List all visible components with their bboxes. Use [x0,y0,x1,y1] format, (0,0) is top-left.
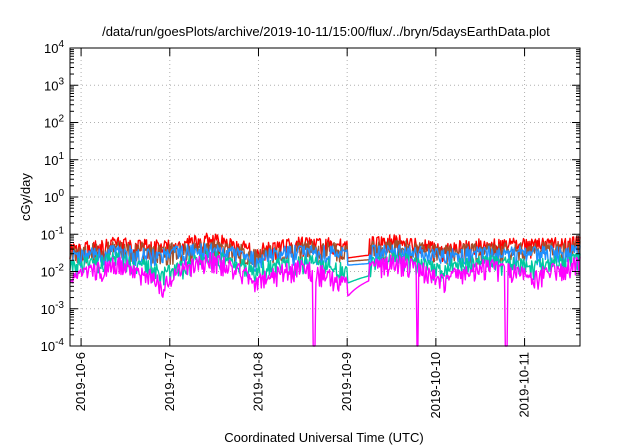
y-tick-label: 103 [44,76,64,93]
x-axis: 2019-10-6 2019-10-7 2019-10-8 2019-10-9 2019… [73,48,532,419]
x-axis-label: Coordinated Universal Time (UTC) [224,430,423,445]
y-tick-label: 10-4 [41,337,65,354]
series-line [69,242,581,273]
chart-title: /data/run/goesPlots/archive/2019-10-11/1… [102,24,550,39]
y-axis-label: cGy/day [18,173,33,221]
series-line [69,251,581,347]
grid [70,48,580,346]
x-tick-label: 2019-10-11 [517,352,532,418]
y-tick-label: 10-1 [41,225,65,242]
x-tick-label: 2019-10-7 [162,352,177,411]
y-tick-label: 10-3 [41,300,65,317]
y-tick-label: 10-2 [41,263,65,280]
y-tick-label: 104 [44,39,64,56]
y-tick-label: 100 [44,188,64,205]
y-axis: 10-4 10-3 10-2 10-1 100 101 102 103 104 [41,39,580,354]
x-tick-label: 2019-10-10 [428,352,443,419]
y-tick-label: 102 [44,114,64,131]
series-layer [69,232,581,347]
x-tick-label: 2019-10-9 [339,352,354,411]
x-tick-label: 2019-10-6 [73,352,88,411]
y-tick-label: 101 [44,151,64,168]
x-tick-label: 2019-10-8 [250,352,265,411]
